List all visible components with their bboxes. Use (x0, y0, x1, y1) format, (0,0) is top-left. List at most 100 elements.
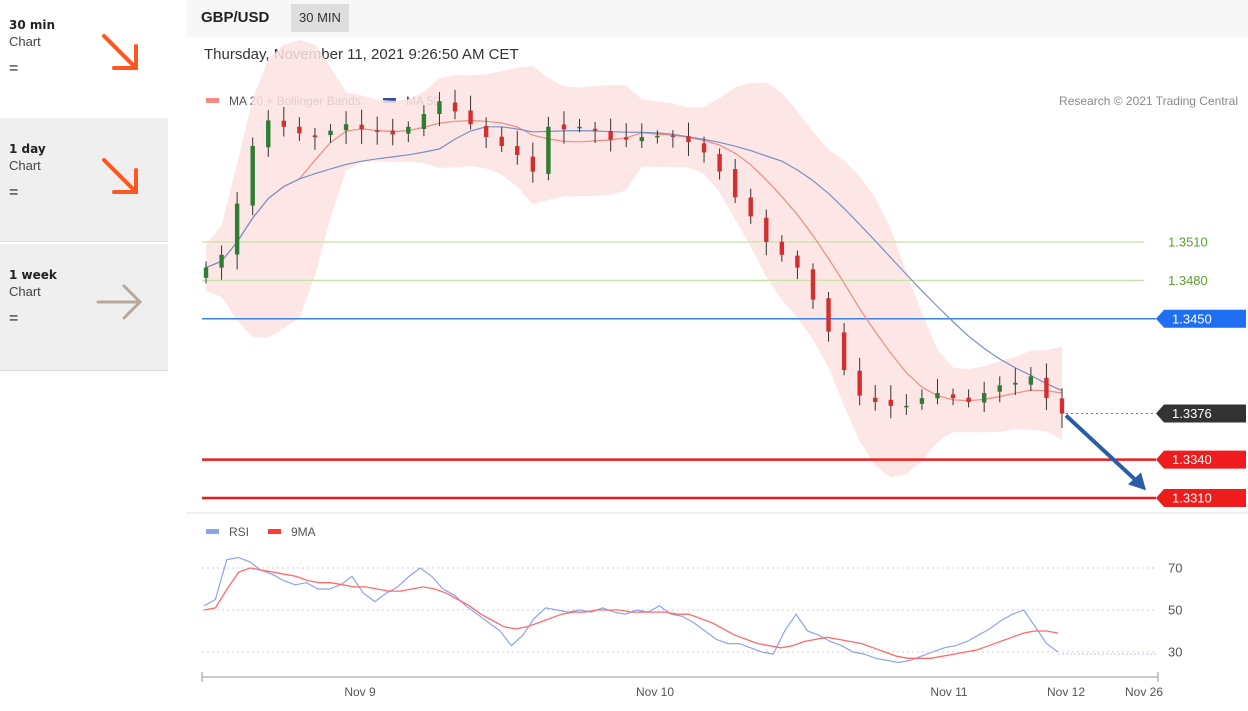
candle-body (950, 394, 956, 399)
legend-9ma-label: 9MA (291, 525, 316, 539)
sidebar-item-subtitle: Chart (9, 284, 41, 299)
candle-body (359, 124, 364, 130)
sidebar-item-title: 1 week (9, 268, 57, 282)
rsi-tick-label: 50 (1168, 603, 1182, 618)
sidebar-item-30min[interactable]: 30 min Chart = (0, 0, 168, 124)
candle-body (312, 135, 318, 138)
ma20-line (205, 119, 1063, 402)
chart-panel: GBP/USD 30 MIN Thursday, November 11, 20… (186, 0, 1248, 711)
moving-average-layer (205, 119, 1063, 402)
candle-body (655, 135, 660, 138)
sidebar-item-subtitle: Chart (9, 34, 41, 49)
candle-body (452, 102, 458, 112)
forecast-layer (1064, 414, 1146, 491)
candle-body (764, 217, 769, 242)
candle-body (904, 405, 909, 408)
rsi-tick-label: 30 (1168, 645, 1182, 660)
price-level-label: 1.3376 (1172, 406, 1212, 421)
price-level-tag (1156, 404, 1246, 423)
timeframe-badge[interactable]: 30 MIN (291, 4, 349, 32)
candle-body (328, 130, 333, 136)
candle-body (266, 120, 271, 148)
candle-body (483, 125, 489, 138)
legend-ma50-swatch (383, 98, 396, 103)
candle-body (1013, 382, 1018, 385)
price-level-label: 1.3450 (1172, 311, 1212, 326)
price-level-label: 1.3510 (1168, 235, 1208, 250)
arrow-right-icon (96, 284, 143, 320)
price-chart: MA 20 + Bollinger Bands MA 50 Research ©… (186, 39, 1248, 699)
sidebar-item-equal-sign: = (9, 310, 19, 327)
candle-body (717, 154, 722, 172)
candle-body (624, 137, 629, 140)
candle-body (981, 393, 987, 403)
candle-body (1028, 376, 1034, 385)
candle-body (779, 241, 785, 255)
copyright-label: Research © 2021 Trading Central (1059, 94, 1238, 108)
bollinger-band-layer (206, 39, 1062, 478)
candle-body (701, 143, 707, 153)
candle-body (639, 137, 644, 142)
price-level-label: 1.3480 (1168, 273, 1208, 288)
candle-body (234, 203, 240, 255)
legend-ma20-swatch (206, 98, 219, 103)
candle-body (421, 114, 427, 129)
candle-body (390, 130, 395, 135)
candle-body (203, 267, 209, 278)
forecast-arrow-head (1128, 472, 1146, 491)
sidebar-item-1day[interactable]: 1 day Chart = (0, 118, 168, 242)
candle-body (546, 126, 551, 174)
candle-body (219, 254, 224, 268)
candles-layer (203, 89, 1065, 428)
price-levels-layer: 1.3510 1.3480 1.3450 1.3376 1.3340 1.3310 (202, 235, 1246, 507)
candle-body (561, 124, 567, 130)
x-axis-tick-label: Nov 10 (636, 685, 674, 699)
legend-9ma-swatch (268, 529, 281, 534)
candle-body (935, 393, 940, 399)
x-axis-tick-label: Nov 11 (930, 685, 967, 699)
sidebar-item-equal-sign: = (9, 60, 19, 77)
candle-body (375, 130, 380, 132)
forecast-arrow-shaft (1064, 414, 1140, 484)
candle-body (406, 126, 411, 134)
bollinger-band (206, 39, 1062, 478)
sidebar-item-title: 30 min (9, 18, 56, 32)
candle-body (608, 130, 613, 140)
candle-body (888, 399, 893, 406)
candle-body (1044, 377, 1049, 399)
candle-body (437, 101, 442, 115)
x-axis-tick-label: Nov 26 (1125, 685, 1163, 699)
candle-body (670, 135, 676, 138)
legend-rsi-label: RSI (229, 525, 249, 539)
timeframe-sidebar: 30 min Chart = 1 day Chart = 1 week Char… (0, 0, 168, 371)
candle-body (343, 124, 349, 131)
price-level-label: 1.3310 (1172, 491, 1212, 506)
currency-pair-title: GBP/USD (201, 9, 270, 26)
candle-body (748, 197, 753, 217)
candle-body (250, 146, 255, 206)
sidebar-item-1week[interactable]: 1 week Chart = (0, 244, 168, 371)
x-axis-tick-label: Nov 9 (344, 685, 376, 699)
candle-body (1059, 398, 1065, 414)
ma50-line (205, 126, 1063, 392)
candle-body (468, 110, 473, 125)
candle-body (592, 128, 598, 131)
candle-body (966, 397, 971, 402)
chart-toolbar: GBP/USD 30 MIN (186, 0, 1248, 37)
rsi-layer: 70 50 30 (202, 556, 1182, 664)
price-level-tag (1156, 309, 1246, 328)
candle-body (732, 169, 738, 198)
candle-body (795, 255, 800, 268)
x-axis-tick-label: Nov 12 (1047, 685, 1085, 699)
rsi-tick-label: 70 (1168, 561, 1182, 576)
sidebar-item-subtitle: Chart (9, 158, 41, 173)
candle-body (515, 146, 520, 155)
rsi-ma9-line (203, 567, 1059, 659)
sidebar-item-equal-sign: = (9, 184, 19, 201)
price-level-tag (1156, 489, 1246, 507)
candle-body (577, 126, 582, 129)
candle-body (297, 126, 302, 134)
candle-body (499, 136, 504, 146)
candle-body (810, 269, 816, 300)
candle-body (857, 370, 862, 396)
